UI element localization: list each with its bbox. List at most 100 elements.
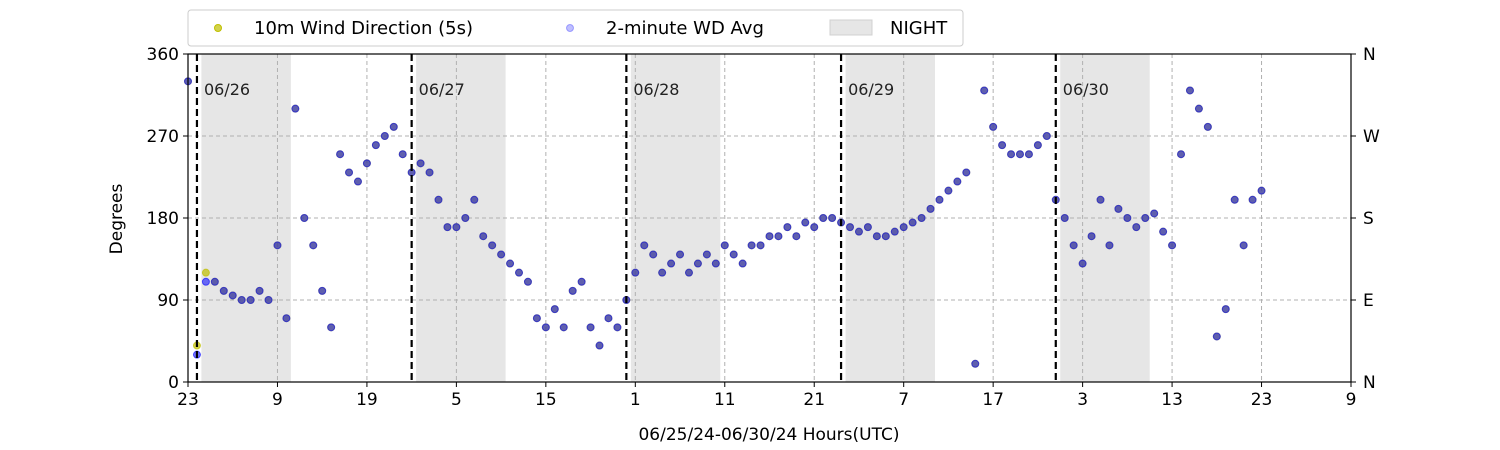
wd-avg-point: [756, 241, 765, 250]
wd-avg-point: [989, 122, 998, 131]
wd-avg-point: [783, 223, 792, 232]
wd-avg-point: [362, 159, 371, 168]
wd-avg-point: [846, 223, 855, 232]
wd-avg-point: [917, 214, 926, 222]
wd-avg-point: [1239, 241, 1248, 250]
wd-avg-point: [792, 232, 801, 241]
x-axis: 23 9 19 5 15 1 11 21 7 17 3 13 23 9: [177, 382, 1356, 410]
wd-avg-point: [765, 232, 774, 241]
y2-tick-label: S: [1363, 209, 1374, 229]
wd-avg-point: [774, 232, 783, 241]
wd-avg-point: [237, 296, 246, 304]
wd-avg-point: [1096, 195, 1105, 204]
wd-avg-point: [425, 168, 434, 177]
wd-avg-point: [854, 227, 863, 236]
x-tick-label: 3: [1077, 390, 1088, 410]
x-tick-label: 7: [898, 390, 909, 410]
y-tick-label: 270: [147, 127, 179, 147]
x-tick-label: 21: [803, 390, 825, 410]
wd-avg-point: [649, 250, 658, 259]
wd-avg-point: [998, 141, 1007, 150]
wd-avg-point: [219, 286, 228, 295]
wd-avg-point: [434, 195, 443, 204]
y-axis-right: N E S W N: [1351, 45, 1380, 393]
wd-avg-point: [971, 359, 980, 368]
wd-avg-point: [1248, 195, 1257, 204]
wd-avg-point: [470, 195, 479, 204]
wd-avg-point: [890, 227, 899, 236]
wd-avg-point: [1230, 195, 1239, 204]
wd-avg-point: [801, 218, 810, 227]
wd-avg-point: [577, 277, 586, 286]
wd-avg-point: [488, 241, 497, 250]
wd-avg-point: [720, 241, 729, 250]
wd-avg-point: [1141, 214, 1150, 222]
wd-avg-point: [246, 296, 255, 304]
y2-tick-label: W: [1363, 127, 1380, 147]
wd-avg-point: [371, 141, 380, 150]
wd-avg-point: [1042, 132, 1051, 140]
wd-avg-point: [810, 223, 819, 232]
x-tick-label: 9: [272, 390, 283, 410]
x-tick-label: 19: [356, 390, 378, 410]
wd-avg-point: [819, 214, 828, 222]
wd-avg-point: [613, 323, 622, 332]
legend-frame: [187, 9, 964, 47]
wd-avg-point: [345, 168, 354, 177]
wd-avg-point: [881, 232, 890, 241]
wd-avg-point: [380, 132, 389, 140]
wd-avg-point: [1060, 214, 1069, 222]
wd-avg-point: [658, 268, 667, 277]
wd-avg-point: [1007, 150, 1016, 159]
wd-avg-point: [336, 150, 345, 159]
wd-avg-point: [1105, 241, 1114, 250]
wind-direction-point: [201, 268, 210, 277]
wd-avg-point: [443, 223, 452, 232]
y2-tick-label: N: [1363, 373, 1376, 393]
wd-avg-point: [1203, 122, 1212, 131]
y-tick-label: 360: [147, 45, 179, 65]
wd-avg-point: [828, 214, 837, 222]
wd-avg-point: [398, 150, 407, 159]
wd-avg-point: [1194, 104, 1203, 113]
wd-avg-point: [291, 104, 300, 113]
wd-avg-point: [541, 323, 550, 332]
day-marker-label-5: 06/30: [1063, 80, 1109, 99]
legend-patch-night: [829, 19, 873, 36]
wd-avg-point: [300, 214, 309, 222]
wd-avg-point: [497, 250, 506, 259]
wd-avg-point: [559, 323, 568, 332]
wd-avg-point: [711, 259, 720, 268]
legend: 10m Wind Direction (5s) 2-minute WD Avg …: [187, 9, 964, 47]
x-tick-label: 11: [714, 390, 736, 410]
wd-avg-point: [684, 268, 693, 277]
wd-avg-point: [944, 186, 953, 195]
wd-avg-point: [255, 286, 264, 295]
legend-label-night: NIGHT: [890, 18, 948, 39]
wd-avg-point: [908, 218, 917, 227]
x-tick-label: 1: [630, 390, 641, 410]
wd-avg-point: [1150, 209, 1159, 218]
y-tick-label: 180: [147, 209, 179, 229]
day-marker-label-1: 06/26: [204, 80, 250, 99]
wd-avg-point: [863, 223, 872, 232]
wd-avg-point: [1185, 86, 1194, 95]
x-tick-label: 23: [177, 390, 199, 410]
y-tick-label: 90: [157, 291, 179, 311]
x-axis-title: 06/25/24-06/30/24 Hours(UTC): [638, 425, 899, 445]
wd-avg-point: [980, 86, 989, 95]
series-wd-avg: [184, 77, 1266, 368]
wd-avg-point: [318, 286, 327, 295]
legend-marker-wind-direction: [214, 24, 222, 32]
wd-avg-point: [872, 232, 881, 241]
wd-avg-point: [550, 305, 559, 314]
legend-label-wd-avg: 2-minute WD Avg: [606, 18, 764, 39]
wd-avg-point: [935, 195, 944, 204]
wd-avg-point: [1257, 186, 1266, 195]
y2-tick-label: E: [1363, 291, 1374, 311]
wd-avg-point: [389, 122, 398, 131]
wd-avg-point: [640, 241, 649, 250]
x-tick-label: 17: [982, 390, 1004, 410]
wd-avg-point: [1221, 305, 1230, 314]
